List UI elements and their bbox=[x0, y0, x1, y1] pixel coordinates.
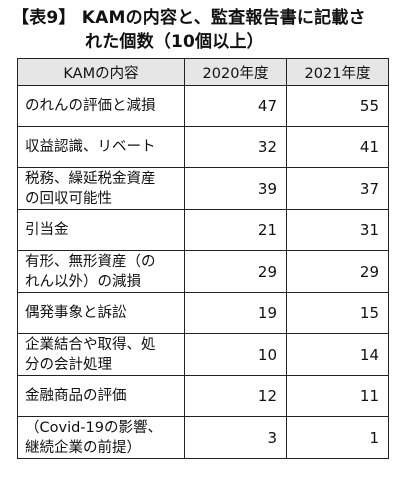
table-title-line-2: れた個数（10個以上） bbox=[85, 32, 264, 52]
row-label: 収益認識、リベート bbox=[17, 126, 185, 168]
cell-fy2020: 3 bbox=[184, 416, 287, 459]
table-title-line-1: 【表9】 KAMの内容と、監査報告書に記載さ bbox=[12, 8, 366, 28]
cell-fy2020: 21 bbox=[184, 209, 287, 251]
row-label: 有形、無形資産（の れん以外）の減損 bbox=[17, 250, 185, 293]
row-label-line: 分の会計処理 bbox=[25, 356, 112, 373]
cell-fy2021: 41 bbox=[286, 126, 389, 168]
table-row: 収益認識、リベート 32 41 bbox=[17, 126, 389, 168]
table-row: 企業結合や取得、処 分の会計処理 10 14 bbox=[17, 333, 389, 376]
row-label: 引当金 bbox=[17, 209, 185, 251]
row-label-line: 引当金 bbox=[25, 222, 69, 238]
table-header-row: KAMの内容 2020年度 2021年度 bbox=[17, 58, 389, 86]
row-label-line: 金融商品の評価 bbox=[25, 388, 127, 404]
table-title: 【表9】 KAMの内容と、監査報告書に記載さ れた個数（10個以上） bbox=[12, 6, 392, 54]
cell-fy2021: 31 bbox=[286, 209, 389, 251]
row-label: 税務、繰延税金資産 の回収可能性 bbox=[17, 167, 185, 210]
row-label: のれんの評価と減損 bbox=[17, 85, 185, 127]
cell-fy2021: 1 bbox=[286, 416, 389, 459]
header-fy2021: 2021年度 bbox=[286, 58, 389, 86]
cell-fy2020: 12 bbox=[184, 375, 287, 417]
row-label-line: （Covid-19の影響、 bbox=[25, 419, 162, 436]
row-label: 金融商品の評価 bbox=[17, 375, 185, 417]
row-label-line: 継続企業の前提） bbox=[25, 439, 141, 456]
row-label-line: れん以外）の減損 bbox=[25, 273, 141, 290]
cell-fy2021: 37 bbox=[286, 167, 389, 210]
table-row: 有形、無形資産（の れん以外）の減損 29 29 bbox=[17, 250, 389, 293]
row-label: （Covid-19の影響、 継続企業の前提） bbox=[17, 416, 185, 459]
row-label-line: 有形、無形資産（の bbox=[25, 253, 156, 270]
table-row: のれんの評価と減損 47 55 bbox=[17, 85, 389, 127]
table-row: 引当金 21 31 bbox=[17, 209, 389, 251]
row-label-line: のれんの評価と減損 bbox=[25, 98, 156, 114]
row-label-line: 収益認識、リベート bbox=[25, 139, 156, 155]
row-label-line: 企業結合や取得、処 bbox=[25, 336, 156, 353]
cell-fy2021: 29 bbox=[286, 250, 389, 293]
row-label-line: の回収可能性 bbox=[25, 190, 112, 207]
cell-fy2020: 10 bbox=[184, 333, 287, 376]
table-row: （Covid-19の影響、 継続企業の前提） 3 1 bbox=[17, 416, 389, 459]
row-label: 企業結合や取得、処 分の会計処理 bbox=[17, 333, 185, 376]
table-row: 偶発事象と訴訟 19 15 bbox=[17, 292, 389, 334]
cell-fy2020: 32 bbox=[184, 126, 287, 168]
row-label-line: 偶発事象と訴訟 bbox=[25, 305, 127, 321]
header-kam-content: KAMの内容 bbox=[17, 58, 185, 86]
table-row: 金融商品の評価 12 11 bbox=[17, 375, 389, 417]
cell-fy2020: 39 bbox=[184, 167, 287, 210]
cell-fy2020: 47 bbox=[184, 85, 287, 127]
kam-table: KAMの内容 2020年度 2021年度 のれんの評価と減損 47 55 収益認… bbox=[17, 58, 389, 459]
cell-fy2020: 29 bbox=[184, 250, 287, 293]
row-label-line: 税務、繰延税金資産 bbox=[25, 170, 156, 187]
table-row: 税務、繰延税金資産 の回収可能性 39 37 bbox=[17, 167, 389, 210]
cell-fy2021: 11 bbox=[286, 375, 389, 417]
cell-fy2021: 55 bbox=[286, 85, 389, 127]
cell-fy2020: 19 bbox=[184, 292, 287, 334]
cell-fy2021: 15 bbox=[286, 292, 389, 334]
cell-fy2021: 14 bbox=[286, 333, 389, 376]
header-fy2020: 2020年度 bbox=[184, 58, 287, 86]
row-label: 偶発事象と訴訟 bbox=[17, 292, 185, 334]
